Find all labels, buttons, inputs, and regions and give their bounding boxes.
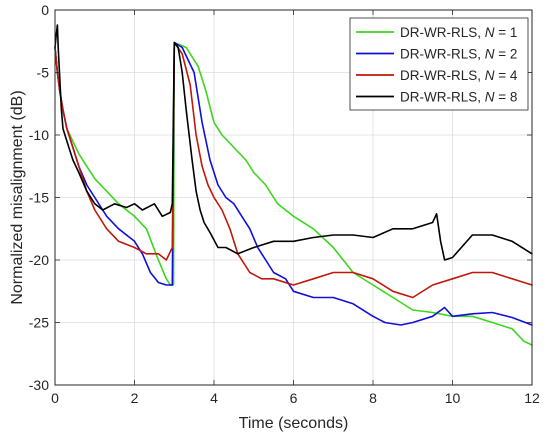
legend-label-variable: N [485, 68, 495, 83]
y-tick-label: -10 [29, 127, 49, 143]
legend-box [349, 17, 529, 111]
legend-label-suffix: = 2 [495, 47, 518, 62]
series-line-3 [54, 24, 533, 261]
y-tick-label: -5 [37, 65, 50, 81]
y-tick-label: -15 [29, 190, 49, 206]
y-tick-label: -30 [29, 377, 49, 393]
legend-label-suffix: = 1 [495, 25, 518, 40]
legend-label-prefix: DR-WR-RLS, [400, 47, 485, 62]
y-tick-label: -20 [29, 252, 49, 268]
x-tick-label: 10 [445, 390, 461, 406]
series-line-0 [54, 41, 533, 346]
legend-label: DR-WR-RLS, N = 8 [400, 90, 517, 105]
legend-label: DR-WR-RLS, N = 4 [400, 68, 518, 83]
legend-label-prefix: DR-WR-RLS, [400, 68, 485, 83]
x-tick-label: 4 [210, 390, 218, 406]
y-axis-title: Normalized misalignment (dB) [9, 90, 26, 304]
legend-label-suffix: = 8 [495, 90, 518, 105]
legend-label: DR-WR-RLS, N = 1 [400, 25, 517, 40]
ticks: 0 2 4 6 8 10 12 0 -5 -10 -15 -20 -25 -30 [29, 2, 540, 406]
x-tick-label: 6 [290, 390, 298, 406]
plot-area [54, 24, 533, 346]
x-tick-label: 12 [524, 390, 540, 406]
y-tick-label: -25 [29, 315, 49, 331]
x-tick-label: 2 [131, 390, 139, 406]
x-tick-label: 0 [51, 390, 59, 406]
legend-label-variable: N [485, 25, 495, 40]
legend-label-prefix: DR-WR-RLS, [400, 90, 485, 105]
x-axis-title: Time (seconds) [239, 415, 349, 432]
legend-label-variable: N [485, 90, 495, 105]
legend-label: DR-WR-RLS, N = 2 [400, 47, 517, 62]
series-line-1 [54, 41, 533, 326]
y-tick-label: 0 [41, 2, 49, 18]
legend-label-suffix: = 4 [495, 68, 518, 83]
x-tick-label: 8 [369, 390, 377, 406]
legend-label-variable: N [485, 47, 495, 62]
legend: DR-WR-RLS, N = 1DR-WR-RLS, N = 2DR-WR-RL… [349, 17, 529, 111]
legend-label-prefix: DR-WR-RLS, [400, 25, 485, 40]
